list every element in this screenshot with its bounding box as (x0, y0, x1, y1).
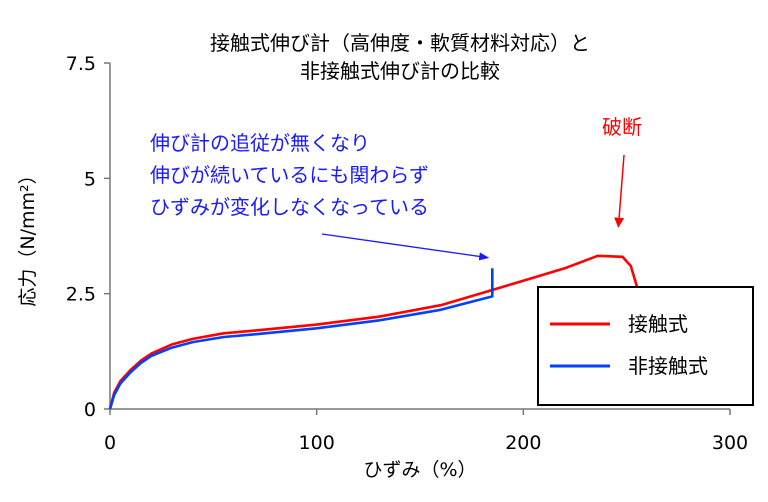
annotation-slip-line-3: ひずみが変化しなくなっている (150, 195, 429, 219)
y-ticks: 0 2.5 5 7.5 (66, 53, 110, 421)
legend-label-contact: 接触式 (628, 312, 688, 336)
series-line-noncontact (108, 268, 494, 410)
chart-title-line-2: 非接触式伸び計の比較 (300, 59, 500, 83)
legend-label-noncontact: 非接触式 (628, 354, 708, 378)
annotation-slip: 伸び計の追従が無くなり 伸びが続いているにも関わらず ひずみが変化しなくなってい… (150, 131, 490, 261)
x-tick-label: 200 (505, 432, 541, 454)
x-tick-label: 300 (712, 432, 748, 454)
y-tick-label: 2.5 (66, 284, 96, 306)
x-tick-label: 0 (104, 432, 116, 454)
series-line-contact (108, 254, 641, 410)
annotation-slip-arrow (321, 233, 490, 261)
annotation-slip-line-1: 伸び計の追従が無くなり (150, 131, 370, 155)
annotation-slip-line-2: 伸びが続いているにも関わらず (150, 163, 429, 187)
x-ticks: 0 100 200 300 (104, 409, 748, 454)
x-tick-label: 100 (299, 432, 335, 454)
annotation-break: 破断 (602, 115, 642, 228)
series-layer (108, 254, 641, 410)
legend-box (537, 286, 754, 406)
y-tick-label: 0 (84, 399, 96, 421)
y-axis-label: 応力（N/mm²） (17, 165, 39, 306)
legend: 接触式 非接触式 (537, 286, 754, 406)
y-tick-label: 7.5 (66, 53, 96, 75)
chart-title-line-1: 接触式伸び計（高伸度・軟質材料対応）と (210, 31, 590, 55)
x-axis-label: ひずみ（%） (363, 459, 476, 481)
y-tick-label: 5 (84, 168, 96, 190)
annotation-break-arrow (614, 154, 625, 228)
annotation-break-text: 破断 (602, 115, 642, 139)
